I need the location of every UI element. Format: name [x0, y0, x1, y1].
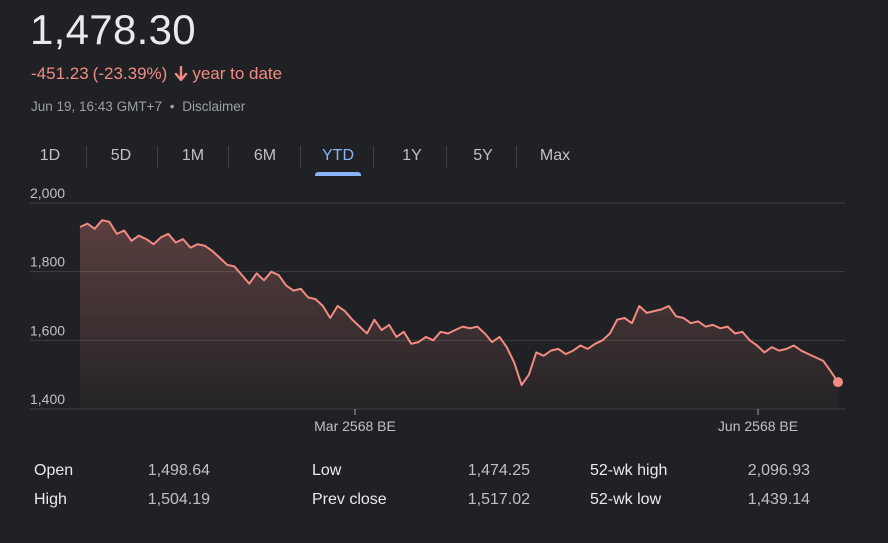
wk52-high-label: 52-wk high — [590, 462, 668, 479]
tab-1m[interactable]: 1M — [181, 147, 205, 164]
tab-1d[interactable]: 1D — [39, 147, 61, 164]
tab-1y[interactable]: 1Y — [402, 147, 422, 164]
tab-divider — [86, 146, 87, 168]
tab-divider — [157, 146, 158, 168]
low-value: 1,474.25 — [467, 462, 530, 479]
x-tick-label: Jun 2568 BE — [718, 418, 798, 434]
tab-5y[interactable]: 5Y — [473, 147, 493, 164]
price-meta: Jun 19, 16:43 GMT+7 • Disclaimer — [31, 99, 245, 114]
chart-area — [80, 220, 838, 409]
tab-divider — [228, 146, 229, 168]
chart-series-line — [79, 219, 839, 386]
open-value: 1,498.64 — [147, 462, 210, 479]
change-period: year to date — [192, 64, 283, 83]
high-label: High — [34, 491, 67, 508]
tab-divider — [516, 146, 517, 168]
high-value: 1,504.19 — [147, 491, 210, 508]
stats-table: Open 1,498.64 Low 1,474.25 52-wk high 2,… — [34, 462, 824, 520]
open-label: Open — [34, 462, 74, 479]
tab-divider — [300, 146, 301, 168]
tab-divider — [373, 146, 374, 168]
range-tabs: 1D 5D 1M 6M YTD 1Y 5Y Max — [24, 140, 590, 176]
low-label: Low — [312, 462, 342, 479]
chart-last-point — [833, 377, 843, 388]
wk52-low-label: 52-wk low — [590, 491, 662, 508]
meta-separator: • — [169, 99, 175, 114]
timestamp: Jun 19, 16:43 GMT+7 — [31, 99, 162, 114]
tab-6m[interactable]: 6M — [253, 147, 277, 164]
arrow-down-icon — [175, 66, 188, 82]
x-tick-label: Mar 2568 BE — [314, 418, 396, 434]
stats-row: High 1,504.19 Prev close 1,517.02 52-wk … — [34, 491, 824, 520]
y-tick-label: 1,800 — [30, 254, 65, 270]
price-change: -451.23 (-23.39%) year to date — [31, 64, 282, 84]
price-chart[interactable]: 2,000 1,800 1,600 1,400 Mar 2568 BE Jun 2568… — [0, 188, 888, 450]
disclaimer-link[interactable]: Disclaimer — [182, 99, 246, 114]
current-price: 1,478.30 — [30, 6, 196, 53]
change-amount: -451.23 — [31, 64, 89, 83]
wk52-high-value: 2,096.93 — [747, 462, 810, 479]
tab-max[interactable]: Max — [539, 147, 571, 164]
tab-5d[interactable]: 5D — [110, 147, 132, 164]
tab-divider — [446, 146, 447, 168]
change-percent: (-23.39%) — [92, 64, 168, 83]
tab-ytd[interactable]: YTD — [302, 140, 374, 172]
y-tick-label: 1,600 — [30, 322, 65, 338]
y-tick-label: 2,000 — [30, 188, 65, 201]
stats-row: Open 1,498.64 Low 1,474.25 52-wk high 2,… — [34, 462, 824, 491]
y-tick-label: 1,400 — [30, 391, 65, 407]
wk52-low-value: 1,439.14 — [747, 491, 810, 508]
prev-close-label: Prev close — [312, 491, 387, 508]
prev-close-value: 1,517.02 — [467, 491, 530, 508]
